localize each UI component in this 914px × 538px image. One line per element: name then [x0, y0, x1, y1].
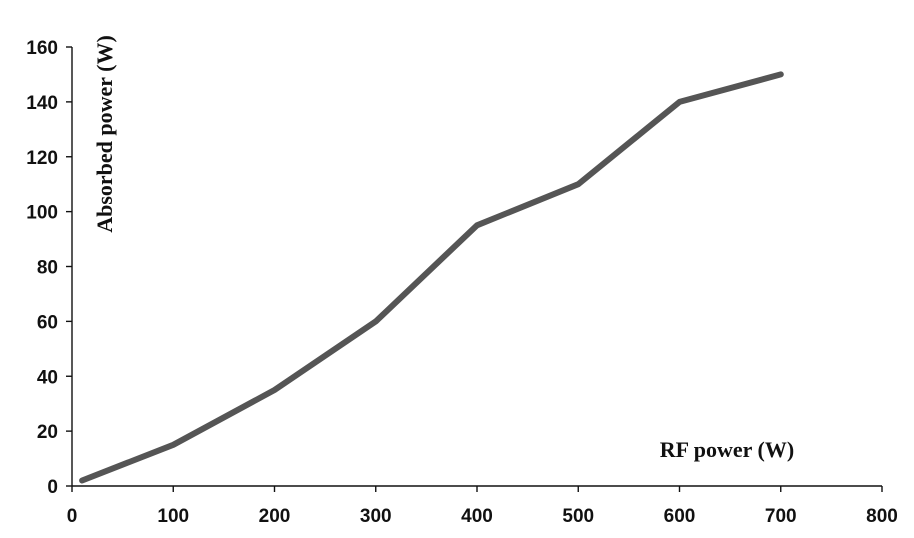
x-tick-label: 500 — [562, 506, 594, 527]
y-tick-label: 60 — [37, 312, 58, 333]
y-tick-label: 20 — [37, 422, 58, 443]
y-tick-label: 100 — [26, 203, 58, 224]
y-tick-label: 0 — [47, 477, 58, 498]
x-tick-label: 300 — [360, 506, 392, 527]
x-tick-label: 200 — [259, 506, 291, 527]
y-tick-label: 40 — [37, 367, 58, 388]
series-group — [79, 71, 784, 484]
x-tick-label: 400 — [461, 506, 493, 527]
x-tick-label: 100 — [157, 506, 189, 527]
y-tick-label: 140 — [26, 93, 58, 114]
y-ticks: 0 20 40 60 80 100 120 140 160 — [26, 38, 72, 498]
y-tick-label: 120 — [26, 148, 58, 169]
y-tick-label: 160 — [26, 38, 58, 59]
x-tick-label: 0 — [67, 506, 78, 527]
y-axis-title: Absorbed power (W) — [92, 35, 117, 233]
x-tick-label: 600 — [664, 506, 696, 527]
x-axis-title: RF power (W) — [660, 437, 794, 462]
x-ticks: 0 100 200 300 400 500 600 700 800 — [67, 486, 898, 527]
axes — [71, 47, 882, 487]
x-tick-label: 700 — [765, 506, 797, 527]
x-tick-label: 800 — [866, 506, 898, 527]
y-tick-label: 80 — [37, 258, 58, 279]
series-line — [79, 71, 784, 484]
